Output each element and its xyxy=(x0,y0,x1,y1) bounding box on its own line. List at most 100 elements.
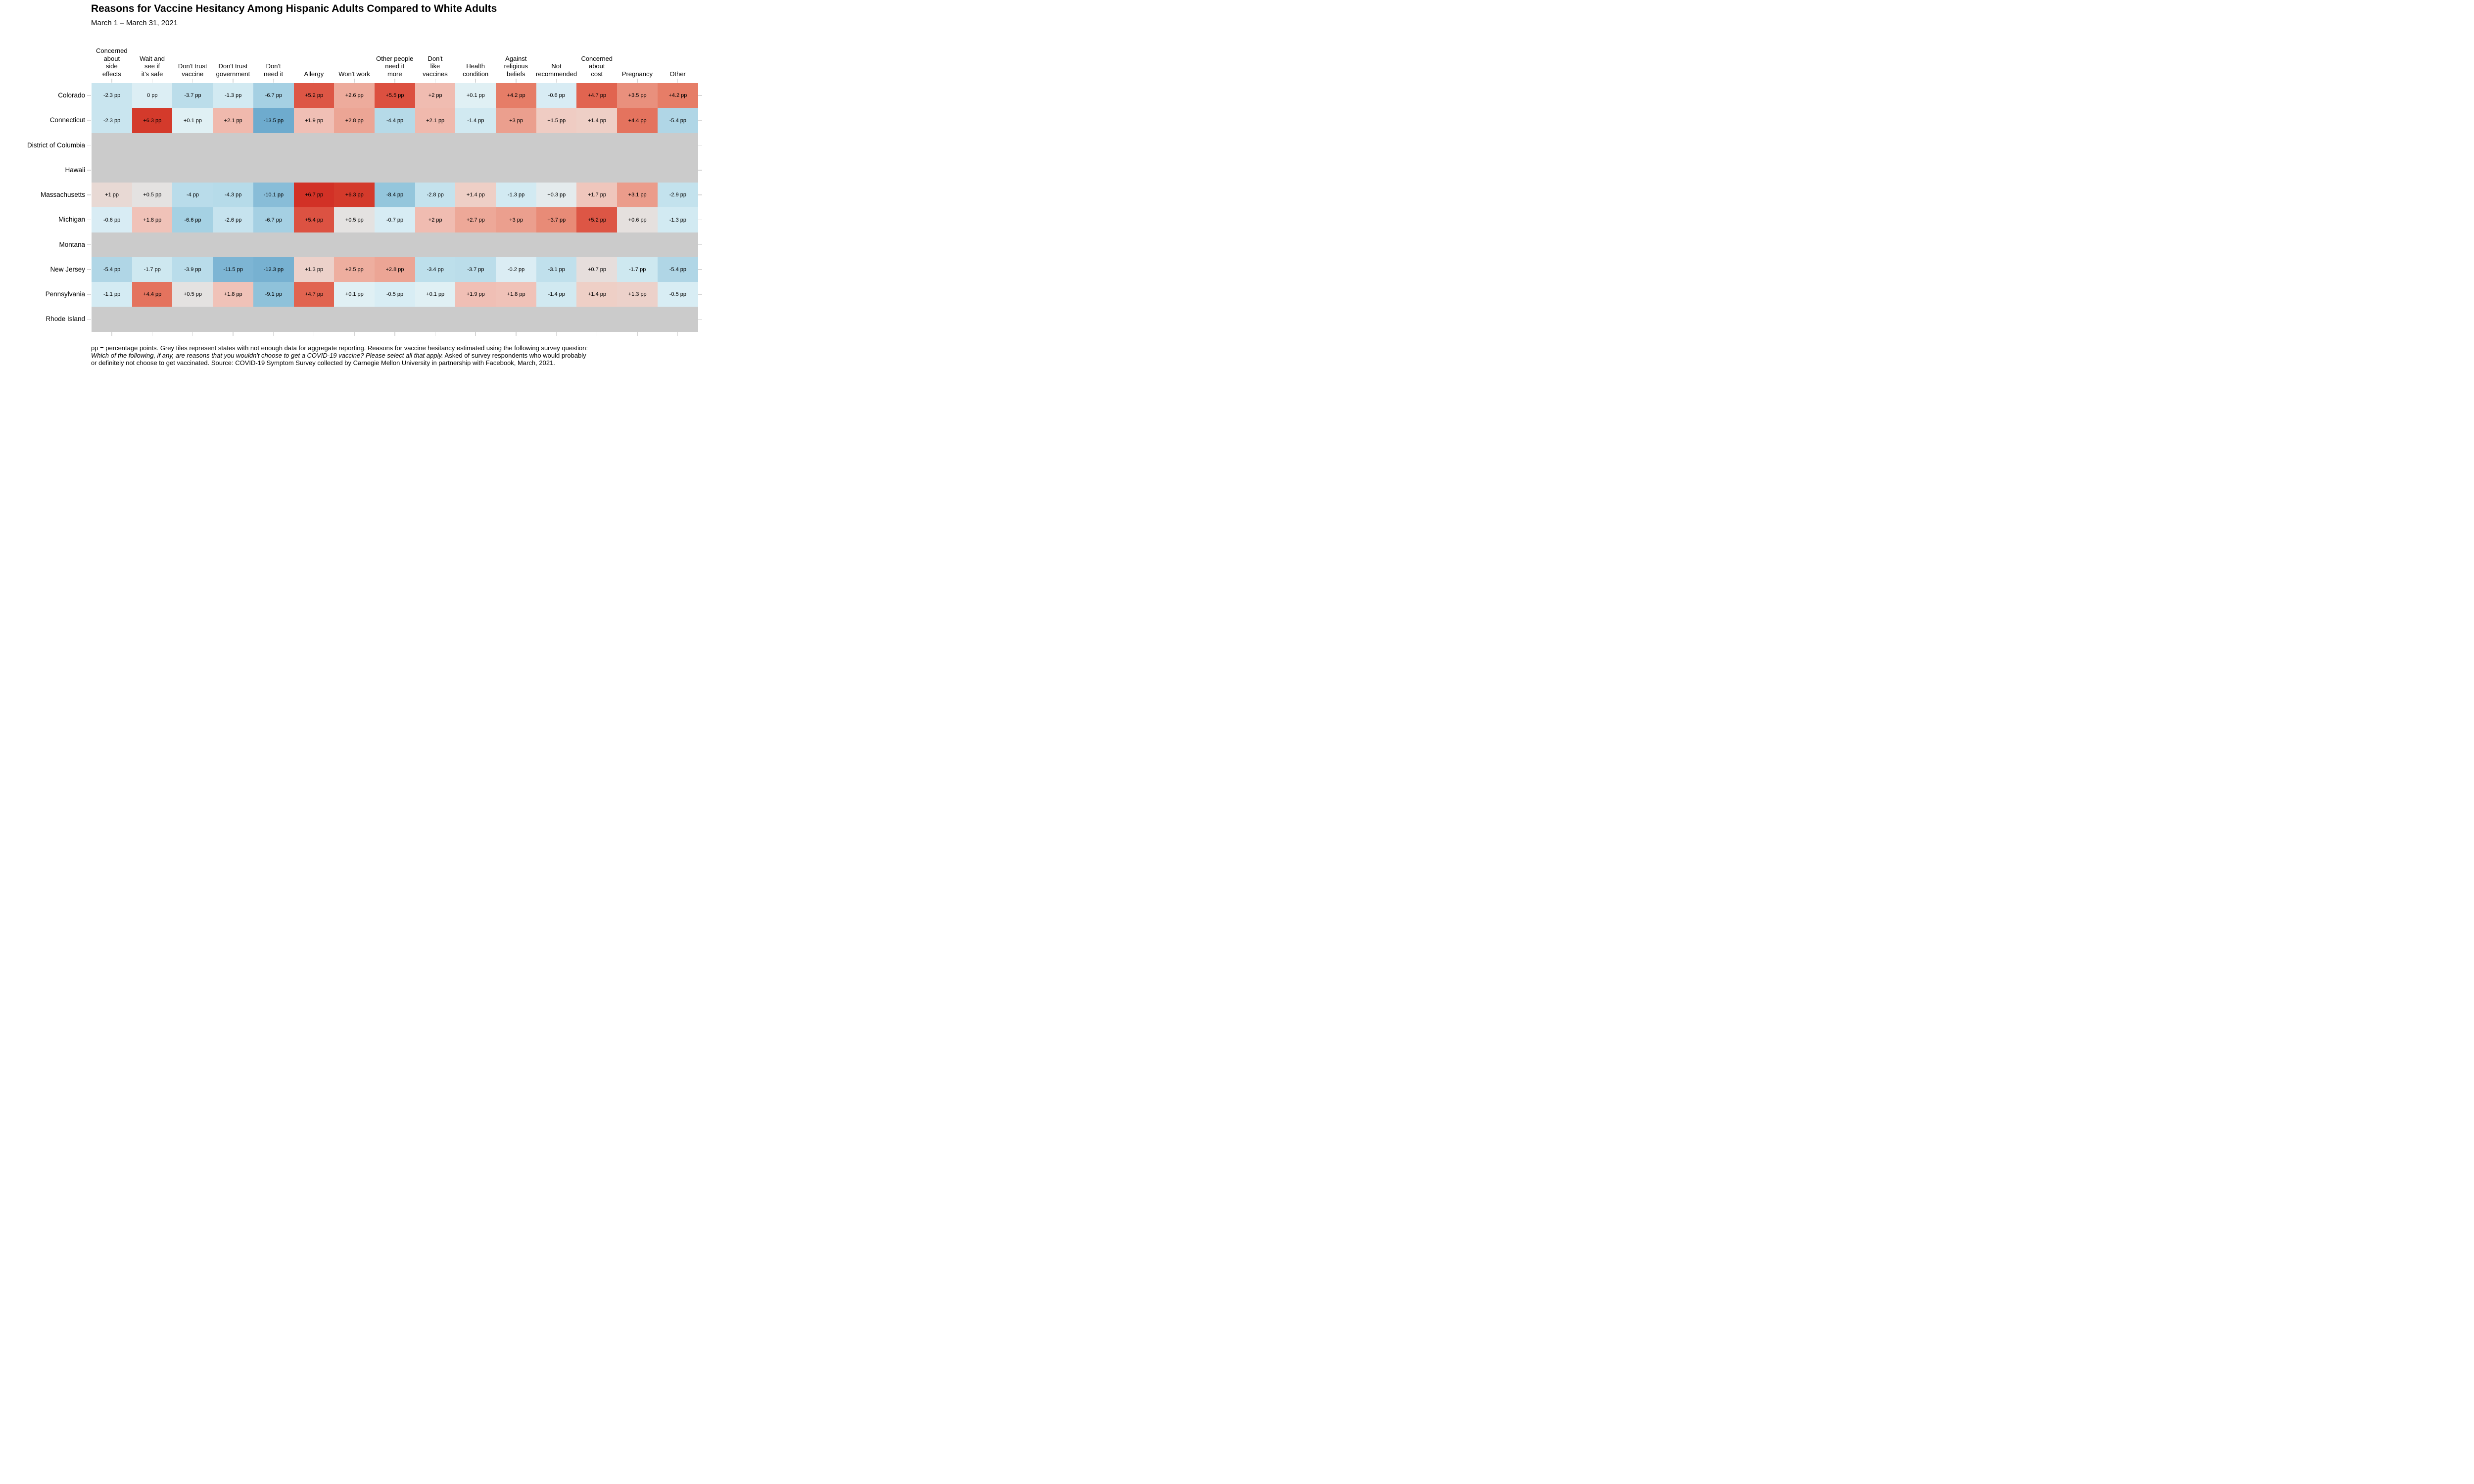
cell-value: +4.4 pp xyxy=(143,291,162,298)
column-header-line: Against xyxy=(505,54,527,62)
axis-tick-top xyxy=(596,79,597,83)
cell-value: +1.5 pp xyxy=(547,117,566,124)
cell-value: -3.4 pp xyxy=(427,267,444,273)
cell-value: -8.4 pp xyxy=(386,192,404,198)
axis-tick-top xyxy=(313,79,315,83)
axis-tick-right xyxy=(698,244,702,245)
cell-value: +4.2 pp xyxy=(668,93,687,99)
column-header-line: recommended xyxy=(535,70,577,78)
axis-tick-top xyxy=(516,79,517,83)
heatmap-cell: -11.5 pp xyxy=(213,257,254,282)
cell-value: +6.3 pp xyxy=(345,192,364,198)
row-label: Montana xyxy=(59,240,85,248)
cell-value: -2.3 pp xyxy=(103,117,121,124)
row-label: Michigan xyxy=(58,216,85,224)
axis-tick-bottom xyxy=(192,332,193,336)
column-header: Concerned about side effects xyxy=(72,47,151,78)
row-label: New Jersey xyxy=(50,265,85,273)
axis-tick-bottom xyxy=(637,332,638,336)
axis-tick-top xyxy=(354,79,355,83)
column-header: Pregnancy xyxy=(598,70,677,78)
cell-value: -4.4 pp xyxy=(386,117,404,124)
column-header-line: Wait and xyxy=(140,54,165,62)
cell-value: +0.5 pp xyxy=(345,217,364,223)
footnote-text: pp = percentage points. Grey tiles repre… xyxy=(91,344,588,352)
column-header: Not recommended xyxy=(517,62,596,78)
cell-value: +1.3 pp xyxy=(305,267,324,273)
axis-tick-left xyxy=(87,244,91,245)
cell-value: +3.5 pp xyxy=(628,93,647,99)
heatmap-cell: +2.8 pp xyxy=(334,108,375,133)
heatmap-cell: -1.7 pp xyxy=(132,257,173,282)
column-header-line: about xyxy=(588,62,605,70)
cell-value: +5.2 pp xyxy=(305,93,324,99)
column-header-line: Concerned xyxy=(96,47,128,54)
heatmap-cell: +0.5 pp xyxy=(132,183,173,208)
cell-value: +3 pp xyxy=(509,117,523,124)
heatmap-cell: +0.7 pp xyxy=(576,257,618,282)
heatmap-cell: +0.1 pp xyxy=(415,282,456,307)
column-header: Other xyxy=(638,70,705,78)
heatmap-cell: +0.5 pp xyxy=(172,282,213,307)
cell-value: +2.7 pp xyxy=(466,217,485,223)
cell-value: 0 pp xyxy=(147,93,158,99)
heatmap-cell: +5.4 pp xyxy=(293,207,334,232)
axis-tick-bottom xyxy=(233,332,234,336)
heatmap-cell: -2.9 pp xyxy=(657,183,698,208)
cell-value: -11.5 pp xyxy=(223,267,243,273)
heatmap-cell: +5.2 pp xyxy=(576,207,618,232)
column-header-line: see if xyxy=(144,62,160,70)
heatmap-cell: -0.6 pp xyxy=(92,207,133,232)
heatmap-cell: +1.4 pp xyxy=(576,108,618,133)
column-header-line: need it xyxy=(264,70,284,78)
heatmap-cell: +3.1 pp xyxy=(617,183,658,208)
cell-value: -0.5 pp xyxy=(386,291,404,298)
heatmap-cell: +4.7 pp xyxy=(293,282,334,307)
heatmap-cell: -4.4 pp xyxy=(374,108,416,133)
cell-value: -0.6 pp xyxy=(103,217,121,223)
heatmap-cell: +1.8 pp xyxy=(132,207,173,232)
footnote-line: or definitely not choose to get vaccinat… xyxy=(91,359,663,367)
cell-value: -5.4 pp xyxy=(669,117,687,124)
heatmap-cell: +4.2 pp xyxy=(496,83,537,108)
heatmap-cell: +0.6 pp xyxy=(617,207,658,232)
column-header-line: more xyxy=(387,70,402,78)
heatmap-cell: +5.5 pp xyxy=(374,83,416,108)
column-header-line: beliefs xyxy=(507,70,525,78)
cell-value: +4.2 pp xyxy=(507,93,525,99)
column-header-line: condition xyxy=(463,70,489,78)
axis-tick-left xyxy=(87,319,91,320)
row-label: District of Columbia xyxy=(27,141,85,149)
cell-value: -1.3 pp xyxy=(507,192,525,198)
cell-value: -5.4 pp xyxy=(669,267,687,273)
cell-value: -4 pp xyxy=(186,192,199,198)
cell-value: +1.3 pp xyxy=(628,291,647,298)
cell-value: +2 pp xyxy=(428,93,442,99)
cell-value: +1.9 pp xyxy=(466,291,485,298)
cell-value: -2.8 pp xyxy=(427,192,444,198)
axis-tick-right xyxy=(698,219,702,221)
cell-value: -1.1 pp xyxy=(103,291,121,298)
axis-tick-right xyxy=(698,194,702,195)
cell-value: -1.7 pp xyxy=(629,267,646,273)
heatmap-cell: +4.4 pp xyxy=(132,282,173,307)
heatmap-cell: -6.7 pp xyxy=(253,83,294,108)
cell-value: +2.8 pp xyxy=(345,117,364,124)
column-header-line: Health xyxy=(466,62,485,70)
heatmap-cell: -3.1 pp xyxy=(536,257,577,282)
cell-value: -2.6 pp xyxy=(225,217,242,223)
cell-value: +5.2 pp xyxy=(587,217,606,223)
footnote: pp = percentage points. Grey tiles repre… xyxy=(91,344,663,367)
heatmap-cell: +1.8 pp xyxy=(496,282,537,307)
cell-value: -3.9 pp xyxy=(184,267,201,273)
axis-tick-bottom xyxy=(354,332,355,336)
cell-value: +1.8 pp xyxy=(507,291,525,298)
footnote-line: pp = percentage points. Grey tiles repre… xyxy=(91,344,663,352)
heatmap-cell: +4.7 pp xyxy=(576,83,618,108)
axis-tick-left xyxy=(87,269,91,270)
cell-value: +3.1 pp xyxy=(628,192,647,198)
heatmap-cell: +0.1 pp xyxy=(334,282,375,307)
cell-value: +5.4 pp xyxy=(305,217,324,223)
cell-value: -10.1 pp xyxy=(263,192,284,198)
row-label: Massachusetts xyxy=(40,191,85,198)
